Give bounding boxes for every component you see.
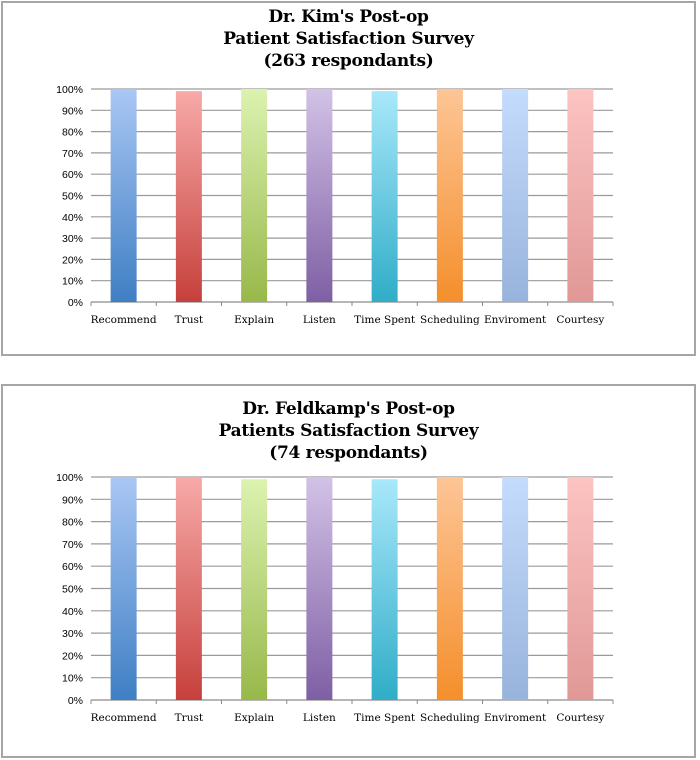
y-tick-label: 70% — [62, 539, 83, 551]
bar-recommend — [110, 89, 137, 302]
chart-title: Dr. Feldkamp's Post-op Patients Satisfac… — [3, 398, 694, 464]
x-tick-label: Enviroment — [484, 314, 547, 326]
bar-enviroment — [502, 477, 529, 700]
y-tick-label: 10% — [62, 276, 83, 288]
x-tick-label: Listen — [303, 314, 336, 326]
x-tick-label: Enviroment — [484, 712, 547, 724]
y-tick-label: 30% — [62, 628, 83, 640]
y-tick-label: 20% — [62, 254, 83, 266]
title-line: (263 respondants) — [263, 51, 434, 71]
title-line: (74 respondants) — [269, 443, 428, 463]
y-tick-label: 0% — [68, 297, 83, 309]
y-tick-label: 10% — [62, 673, 83, 685]
chart-panel-kim: Dr. Kim's Post-op Patient Satisfaction S… — [1, 1, 696, 356]
x-tick-label: Explain — [234, 712, 274, 724]
bar-trust — [175, 91, 202, 302]
y-tick-label: 60% — [62, 561, 83, 573]
y-tick-label: 40% — [62, 212, 83, 224]
x-tick-label: Recommend — [91, 712, 157, 724]
bar-time-spent — [371, 91, 398, 302]
y-tick-label: 50% — [62, 584, 83, 596]
x-tick-label: Recommend — [91, 314, 157, 326]
y-tick-label: 90% — [62, 105, 83, 117]
bar-listen — [306, 477, 333, 700]
bar-chart-feldkamp: 0% 10% 20% 30% 40% 50% 60% 70% 80% 90% 100% Recomme… — [56, 472, 614, 724]
title-line: Patients Satisfaction Survey — [218, 421, 479, 441]
chart-title: Dr. Kim's Post-op Patient Satisfaction S… — [3, 6, 694, 72]
bar-chart-kim: 0% 10% 20% 30% 40% 50% 60% 70% 80% 90% 100% Recomme… — [56, 84, 614, 326]
chart-panel-feldkamp: Dr. Feldkamp's Post-op Patients Satisfac… — [1, 384, 696, 758]
bar-trust — [175, 477, 202, 700]
y-tick-label: 100% — [56, 84, 83, 96]
bar-scheduling — [436, 477, 463, 700]
x-tick-label: Courtesy — [556, 314, 604, 326]
bar-courtesy — [567, 89, 594, 302]
y-tick-label: 80% — [62, 517, 83, 529]
y-tick-label: 100% — [56, 472, 83, 484]
bar-recommend — [110, 477, 137, 700]
y-tick-label: 60% — [62, 169, 83, 181]
title-line: Dr. Feldkamp's Post-op — [242, 399, 455, 419]
bar-scheduling — [436, 89, 463, 302]
x-tick-label: Scheduling — [420, 712, 480, 724]
y-tick-label: 0% — [68, 695, 83, 707]
bar-courtesy — [567, 477, 594, 700]
y-tick-label: 80% — [62, 127, 83, 139]
x-tick-label: Time Spent — [354, 712, 416, 724]
title-line: Patient Satisfaction Survey — [223, 29, 474, 49]
x-tick-label: Time Spent — [354, 314, 416, 326]
x-tick-label: Listen — [303, 712, 336, 724]
x-tick-label: Explain — [234, 314, 274, 326]
y-tick-label: 20% — [62, 650, 83, 662]
bar-explain — [241, 89, 268, 302]
x-tick-label: Trust — [175, 314, 204, 326]
bar-listen — [306, 89, 333, 302]
y-tick-label: 90% — [62, 494, 83, 506]
bar-time-spent — [371, 479, 398, 700]
y-tick-label: 30% — [62, 233, 83, 245]
x-tick-label: Courtesy — [556, 712, 604, 724]
title-line: Dr. Kim's Post-op — [268, 7, 429, 27]
y-tick-label: 50% — [62, 191, 83, 203]
y-tick-label: 40% — [62, 606, 83, 618]
bar-enviroment — [502, 89, 529, 302]
x-tick-label: Trust — [175, 712, 204, 724]
bar-explain — [241, 479, 268, 700]
y-tick-label: 70% — [62, 148, 83, 160]
x-tick-label: Scheduling — [420, 314, 480, 326]
